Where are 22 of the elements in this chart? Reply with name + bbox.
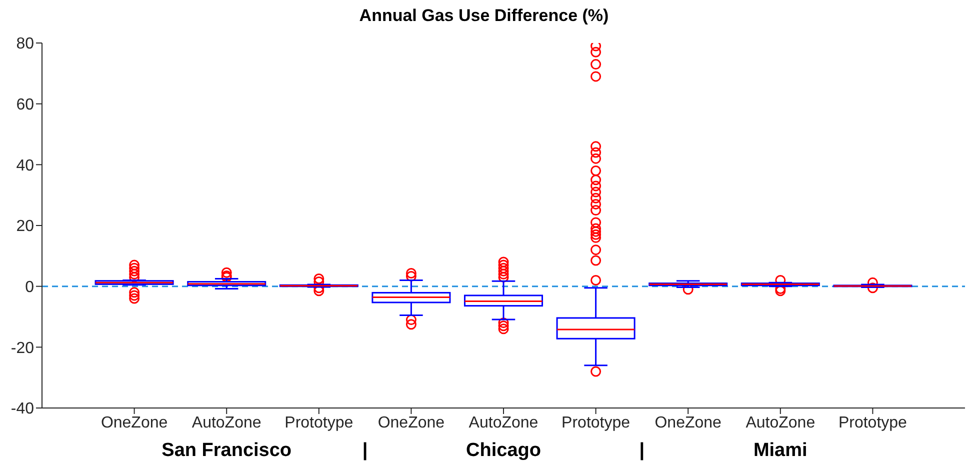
y-tick-label: 0 [25,279,34,296]
text: | [362,440,368,461]
x-tick-label: OneZone [100,414,168,432]
y-tick-label: 80 [16,36,34,53]
x-tick-label: AutoZone [746,414,816,432]
x-tick-label: OneZone [378,414,445,432]
text: Chicago [465,440,542,462]
x-tick-label: OneZone [654,414,722,432]
text: | [638,440,646,462]
x-tick-label: Prototype [562,414,630,432]
x-tick-label: AutoZone [192,414,262,432]
x-tick-label: Prototype [284,414,354,432]
text: Miami [752,440,808,462]
x-tick-label: Prototype [838,414,908,432]
y-tick-label: -20 [10,340,34,357]
x-tick-label: AutoZone [468,414,538,432]
y-tick-label: 40 [16,157,34,174]
y-tick-label: 60 [16,96,34,114]
text: San Francisco [160,440,293,462]
y-tick-label: 20 [16,218,34,236]
y-tick-label: -40 [10,400,34,418]
chart-title: Annual Gas Use Difference (%) [358,6,610,26]
